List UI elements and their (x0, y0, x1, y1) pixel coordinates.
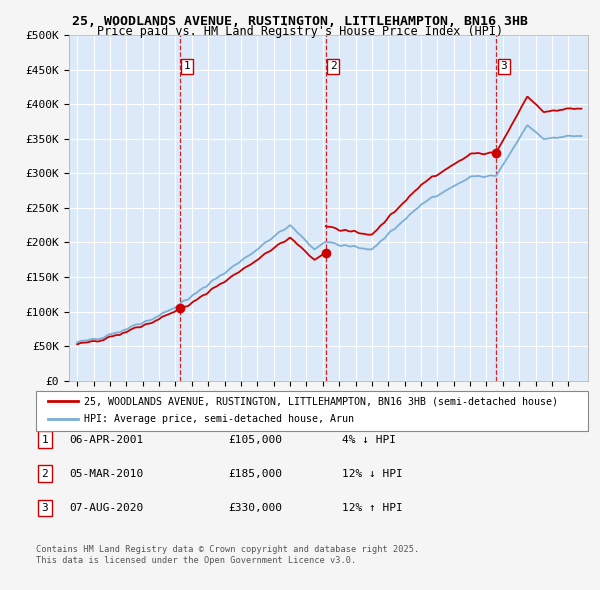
Text: 2: 2 (330, 61, 337, 71)
Text: 06-APR-2001: 06-APR-2001 (69, 435, 143, 444)
Text: 12% ↓ HPI: 12% ↓ HPI (342, 469, 403, 478)
Text: 12% ↑ HPI: 12% ↑ HPI (342, 503, 403, 513)
Text: 4% ↓ HPI: 4% ↓ HPI (342, 435, 396, 444)
Text: 07-AUG-2020: 07-AUG-2020 (69, 503, 143, 513)
Text: HPI: Average price, semi-detached house, Arun: HPI: Average price, semi-detached house,… (84, 414, 354, 424)
Text: £185,000: £185,000 (228, 469, 282, 478)
Text: 2: 2 (41, 469, 49, 478)
Text: 25, WOODLANDS AVENUE, RUSTINGTON, LITTLEHAMPTON, BN16 3HB: 25, WOODLANDS AVENUE, RUSTINGTON, LITTLE… (72, 15, 528, 28)
Text: 3: 3 (41, 503, 49, 513)
Text: 25, WOODLANDS AVENUE, RUSTINGTON, LITTLEHAMPTON, BN16 3HB (semi-detached house): 25, WOODLANDS AVENUE, RUSTINGTON, LITTLE… (84, 396, 558, 406)
Text: Price paid vs. HM Land Registry's House Price Index (HPI): Price paid vs. HM Land Registry's House … (97, 25, 503, 38)
Text: 05-MAR-2010: 05-MAR-2010 (69, 469, 143, 478)
Text: £330,000: £330,000 (228, 503, 282, 513)
Text: 1: 1 (41, 435, 49, 444)
Text: Contains HM Land Registry data © Crown copyright and database right 2025.
This d: Contains HM Land Registry data © Crown c… (36, 545, 419, 565)
Text: 3: 3 (500, 61, 507, 71)
Text: £105,000: £105,000 (228, 435, 282, 444)
Text: 1: 1 (184, 61, 191, 71)
